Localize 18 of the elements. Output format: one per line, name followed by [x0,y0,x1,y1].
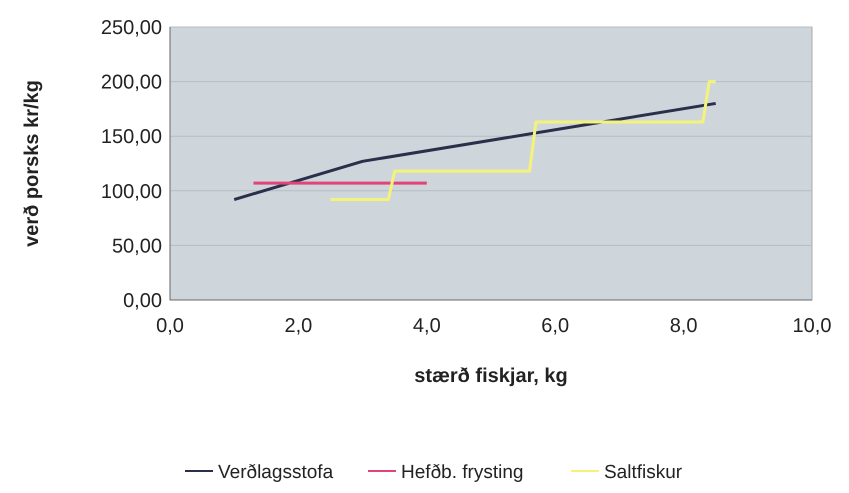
y-tick-label: 100,00 [100,180,162,203]
x-tick-label: 4,0 [412,315,441,337]
y-tick-label: 0,00 [123,290,162,312]
legend-label: Hefðb. frysting [401,462,524,483]
y-axis-title: verð porsks kr/kg [21,80,43,247]
x-tick-label: 6,0 [541,315,570,337]
x-tick-label: 8,0 [670,315,698,337]
x-tick-label: 10,0 [792,315,832,337]
x-tick-label: 0,0 [156,315,184,337]
legend-label: Saltfiskur [604,462,683,483]
legend-label: Verðlagsstofa [218,462,334,483]
y-tick-label: 150,00 [100,126,162,148]
line-series [329,80,718,202]
y-tick-label: 200,00 [100,72,162,94]
y-tick-label: 250,00 [100,17,162,39]
x-axis-title: stærð fiskjar, kg [414,365,568,387]
y-tick-label: 50,00 [112,235,162,258]
x-tick-label: 2,0 [284,315,312,337]
